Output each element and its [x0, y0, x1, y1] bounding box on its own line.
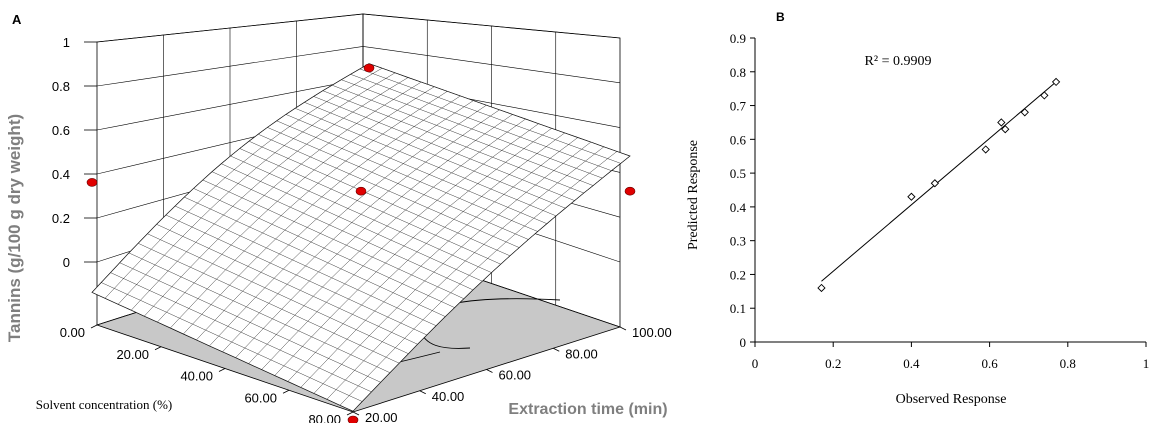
z-tick-label: 1: [63, 35, 70, 50]
x-tick-mark: [419, 390, 426, 395]
scatter-point: [817, 283, 826, 293]
x-tick-label: 0: [752, 356, 759, 371]
z-gridline: [96, 13, 621, 43]
scatter-point: [1020, 108, 1029, 117]
scatter-point: [907, 192, 916, 201]
y-tick-label: 0.5: [730, 166, 746, 181]
x-tick-mark: [486, 369, 493, 373]
z-tick-label: 0.6: [52, 123, 70, 138]
design-point: [363, 63, 375, 73]
panel-a-label: A: [12, 12, 22, 27]
surface-gridline: [248, 118, 526, 364]
surface-gridline: [274, 128, 552, 376]
scatter-point: [1001, 125, 1010, 134]
panel-b-scatter-chart: B 0 0.1 0.2 0.3 0.4 0.5 0.6 0.7 0.8 0.9 0 0.2 0.4 0.6…: [686, 10, 1149, 407]
surface-gridline: [104, 68, 383, 299]
fit-line: [821, 81, 1057, 282]
z-tick-label: 0.4: [52, 167, 70, 182]
scatter-point: [1051, 77, 1061, 87]
surface-gridline: [339, 151, 618, 406]
x-tick-label: 80.00: [565, 346, 598, 361]
y-tick-label: 60.00: [244, 390, 277, 405]
y-tick-label: 80.00: [308, 412, 341, 423]
surface-gridline: [222, 109, 500, 352]
x-tick-mark: [352, 411, 360, 416]
z-axis-title: Tannins (g/100 g dry weight): [5, 114, 24, 342]
surface-gridline: [157, 86, 435, 323]
y-tick-label: 0.2: [730, 267, 746, 282]
scatter-x-axis-title: Observed Response: [896, 392, 1007, 407]
x-tick-label: 60.00: [499, 368, 532, 383]
scatter-point: [1040, 91, 1049, 100]
axis-tick-labels: 1 0.8 0.6 0.4 0.2 0 0.00 20.00 40.00 60.00 80.00 20…: [52, 35, 672, 423]
y-tick-label: 0.6: [730, 132, 747, 147]
y-tick-label: 0.00: [60, 325, 85, 340]
surface-gridline: [300, 137, 578, 388]
y-tick-mark: [282, 389, 290, 394]
x-tick-label: 1: [1143, 356, 1149, 371]
y-tick-label: 0.3: [730, 234, 746, 249]
scatter-point: [930, 179, 939, 188]
r-squared-annotation: R² = 0.9909: [865, 54, 932, 69]
scatter-point: [997, 118, 1006, 127]
scatter-point: [981, 145, 990, 154]
surface-gridline: [313, 141, 592, 394]
x-tick-label: 40.00: [432, 389, 465, 404]
surface-gridline: [131, 77, 409, 311]
x-tick-label: 0.2: [825, 356, 841, 371]
surface-fill: [91, 63, 631, 412]
x-axis-title: Extraction time (min): [508, 401, 667, 418]
surface-gridline: [144, 81, 422, 317]
x-tick-label: 20.00: [365, 410, 398, 423]
scatter-axes: [754, 38, 1146, 343]
surface-gridline: [117, 72, 396, 305]
x-tick-label: 100.00: [632, 325, 672, 340]
panel-a-surface-chart: A 1 0.8 0.6 0.4 0.2 0 0.00 20.00 40.00 60.00 80.00…: [5, 12, 672, 423]
y-tick-label: 20.00: [116, 347, 149, 362]
y-tick-label: 0.9: [730, 31, 746, 46]
surface-gridline: [326, 146, 605, 400]
surface-gridline: [235, 114, 513, 358]
y-tick-label: 0.7: [730, 99, 747, 114]
surface-gridline: [170, 91, 448, 329]
y-tick-mark: [218, 368, 226, 372]
y-tick-label: 0.4: [730, 200, 747, 215]
panel-b-label: B: [776, 10, 785, 24]
z-tick-label: 0.2: [52, 211, 70, 226]
design-points: [86, 63, 636, 423]
x-tick-label: 0.8: [1060, 356, 1076, 371]
surface-gridline: [91, 63, 370, 293]
z-gridline: [96, 46, 621, 87]
scatter-tick-labels: 0 0.1 0.2 0.3 0.4 0.5 0.6 0.7 0.8 0.9 0 0.2 0.4 0.6 0.…: [730, 31, 1149, 371]
regression-line: [821, 81, 1057, 282]
response-surface-mesh: [91, 63, 631, 412]
surface-gridline: [209, 105, 487, 347]
x-tick-label: 0.4: [903, 356, 920, 371]
y-tick-label: 0: [740, 335, 747, 350]
design-point: [624, 186, 636, 196]
scatter-points: [817, 77, 1061, 293]
y-tick-mark: [346, 411, 354, 416]
surface-gridline: [261, 123, 539, 370]
y-tick-mark: [90, 324, 98, 329]
y-tick-label: 0.1: [730, 301, 746, 316]
surface-gridline: [196, 100, 474, 341]
y-tick-label: 40.00: [180, 369, 213, 384]
design-point: [86, 178, 98, 187]
y-tick-mark: [154, 346, 162, 351]
surface-gridline: [352, 155, 631, 412]
z-tick-label: 0.8: [52, 79, 70, 94]
scatter-y-axis-title: Predicted Response: [686, 140, 701, 250]
x-tick-mark: [619, 326, 627, 331]
surface-gridline: [287, 132, 565, 382]
surface-gridline: [183, 95, 461, 335]
z-tick-label: 0: [63, 255, 70, 270]
x-tick-mark: [553, 347, 560, 352]
design-point: [355, 186, 367, 196]
design-point: [347, 415, 359, 423]
y-tick-label: 0.8: [730, 65, 746, 80]
x-tick-label: 0.6: [981, 356, 998, 371]
y-axis-title: Solvent concentration (%): [36, 397, 172, 412]
